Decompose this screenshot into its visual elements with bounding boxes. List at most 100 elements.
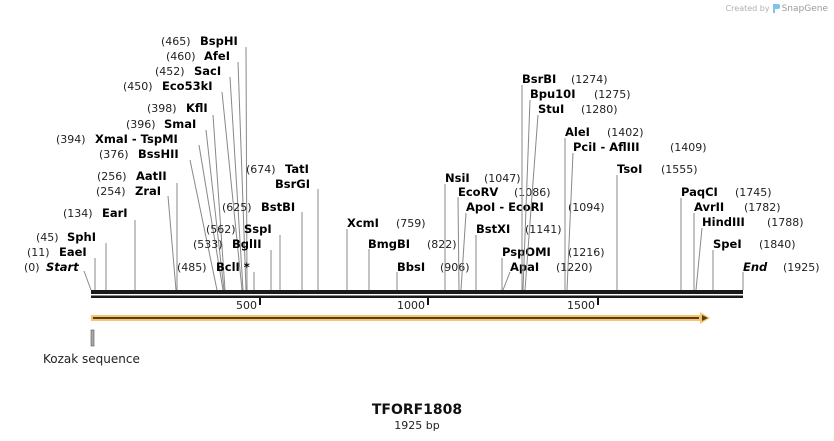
site-kfli[interactable]: (398) KflI [147, 101, 226, 291]
svg-text:(1409): (1409) [670, 141, 707, 154]
svg-text:(822): (822) [427, 238, 457, 251]
svg-text:(1402): (1402) [607, 126, 644, 139]
site-sphi[interactable]: (45) SphI [36, 230, 107, 290]
site-spei[interactable]: SpeI (1840) [712, 237, 796, 290]
svg-text:(906): (906) [440, 261, 470, 274]
svg-text:BbsI: BbsI [397, 260, 425, 274]
site-bsrbi[interactable]: BsrBI (1274) [521, 72, 608, 290]
svg-text:(1094): (1094) [568, 201, 605, 214]
site-paqci[interactable]: PaqCI (1745) [680, 185, 772, 290]
site-smai[interactable]: (396) SmaI [126, 117, 225, 291]
svg-text:TatI: TatI [285, 162, 309, 176]
site-bstxi[interactable]: BstXI (1141) [475, 222, 562, 290]
site-alei[interactable]: AleI (1402) [564, 125, 644, 290]
svg-text:AvrII: AvrII [694, 200, 724, 214]
site-zrai[interactable]: (254) ZraI [96, 184, 177, 291]
site-bsphi[interactable]: (465) BspHI [161, 34, 248, 291]
svg-text:(1047): (1047) [484, 172, 521, 185]
site-start[interactable]: (0) Start [24, 260, 92, 291]
svg-text:(134): (134) [63, 207, 93, 220]
svg-text:SpeI: SpeI [713, 237, 742, 251]
kozak-sequence-label: Kozak sequence [43, 352, 140, 366]
orf-feature-arrow[interactable] [91, 312, 710, 324]
svg-text:TsoI: TsoI [617, 162, 642, 176]
svg-text:(1788): (1788) [767, 216, 804, 229]
svg-text:BsrGI: BsrGI [275, 177, 310, 191]
svg-text:(396): (396) [126, 118, 156, 131]
kozak-feature-box[interactable] [90, 329, 95, 347]
svg-text:(465): (465) [161, 35, 191, 48]
site-nsii[interactable]: NsiI (1047) [444, 171, 521, 290]
plasmid-name: TFORF1808 [371, 402, 463, 418]
site-eaei[interactable]: (11) EaeI [27, 245, 96, 290]
svg-text:500: 500 [236, 299, 257, 312]
site-sspi[interactable]: (562) SspI [206, 222, 281, 290]
svg-text:(1280): (1280) [581, 103, 618, 116]
plasmid-length: 1925 bp [394, 419, 440, 432]
svg-text:(376): (376) [99, 148, 129, 161]
svg-text:Bpu10I: Bpu10I [530, 87, 575, 101]
tick-1000 [427, 298, 429, 305]
svg-text:ApaI: ApaI [510, 260, 539, 274]
site-afei[interactable]: (460) AfeI [166, 49, 247, 291]
svg-text:(256): (256) [97, 170, 127, 183]
dna-backbone [91, 290, 743, 298]
svg-text:SphI: SphI [67, 230, 96, 244]
svg-text:PaqCI: PaqCI [681, 185, 718, 199]
site-end[interactable]: End (1925) [742, 260, 820, 290]
svg-text:(1216): (1216) [568, 246, 605, 259]
svg-text:Start: Start [46, 260, 79, 274]
svg-text:BsrBI: BsrBI [522, 72, 556, 86]
svg-text:(452): (452) [155, 65, 185, 78]
svg-text:(1220): (1220) [556, 261, 593, 274]
site-aatii[interactable]: (256) AatII [97, 169, 178, 290]
site-hindiii[interactable]: HindIII (1788) [695, 215, 804, 291]
svg-text:SmaI: SmaI [164, 117, 196, 131]
svg-text:BstXI: BstXI [476, 222, 510, 236]
svg-text:(1275): (1275) [594, 88, 631, 101]
site-bstbi[interactable]: (625) BstBI [222, 200, 303, 290]
site-bglii[interactable]: (533) BglII [193, 237, 272, 290]
svg-text:HindIII: HindIII [702, 215, 745, 229]
svg-text:BclI *: BclI * [216, 260, 250, 274]
svg-text:(1745): (1745) [735, 186, 772, 199]
svg-text:BssHII: BssHII [138, 147, 179, 161]
svg-text:(1840): (1840) [759, 238, 796, 251]
site-apoi-ecori[interactable]: ApoI - EcoRI (1094) [460, 200, 605, 291]
restriction-sites: (0) Start (11) EaeI (45) SphI (134) EarI… [24, 34, 820, 291]
svg-text:SacI: SacI [194, 64, 221, 78]
site-eco53ki[interactable]: (450) Eco53kI [123, 79, 243, 291]
site-bsshii[interactable]: (376) BssHII [99, 147, 218, 291]
site-avrii[interactable]: AvrII (1782) [693, 200, 781, 290]
site-eari[interactable]: (134) EarI [63, 206, 136, 290]
site-tati[interactable]: (674) TatI [246, 162, 309, 176]
site-bcli[interactable]: (485) BclI * [177, 260, 255, 290]
svg-text:EaeI: EaeI [59, 245, 87, 259]
site-saci[interactable]: (452) SacI [155, 64, 244, 291]
svg-text:PciI - AflIII: PciI - AflIII [573, 140, 640, 154]
site-apai[interactable]: ApaI (1220) [502, 260, 593, 291]
tick-1500 [597, 298, 599, 305]
svg-text:(254): (254) [96, 185, 126, 198]
site-bpu10i[interactable]: Bpu10I (1275) [522, 87, 631, 291]
svg-text:XmaI - TspMI: XmaI - TspMI [95, 132, 178, 146]
svg-text:BstBI: BstBI [261, 200, 295, 214]
site-pcii-afliii[interactable]: PciI - AflIII (1409) [566, 140, 707, 291]
site-bmgbi[interactable]: BmgBI (822) [368, 237, 457, 290]
site-psopomi[interactable]: PspOMI (1216) [501, 245, 605, 290]
svg-text:BspHI: BspHI [200, 34, 238, 48]
svg-text:(1555): (1555) [661, 163, 698, 176]
svg-text:(1925): (1925) [783, 261, 820, 274]
site-xcmi[interactable]: XcmI (759) [346, 216, 426, 290]
svg-text:(460): (460) [166, 50, 196, 63]
svg-text:ApoI - EcoRI: ApoI - EcoRI [466, 200, 544, 214]
svg-text:(533): (533) [193, 238, 223, 251]
svg-text:(625): (625) [222, 201, 252, 214]
site-tsoi[interactable]: TsoI (1555) [616, 162, 698, 290]
site-bsrgi[interactable]: BsrGI [275, 177, 319, 290]
site-stui[interactable]: StuI (1280) [524, 102, 618, 291]
site-xmai-tspmi[interactable]: (394) XmaI - TspMI [56, 132, 224, 291]
svg-text:AleI: AleI [565, 125, 590, 139]
svg-text:SspI: SspI [244, 222, 272, 236]
